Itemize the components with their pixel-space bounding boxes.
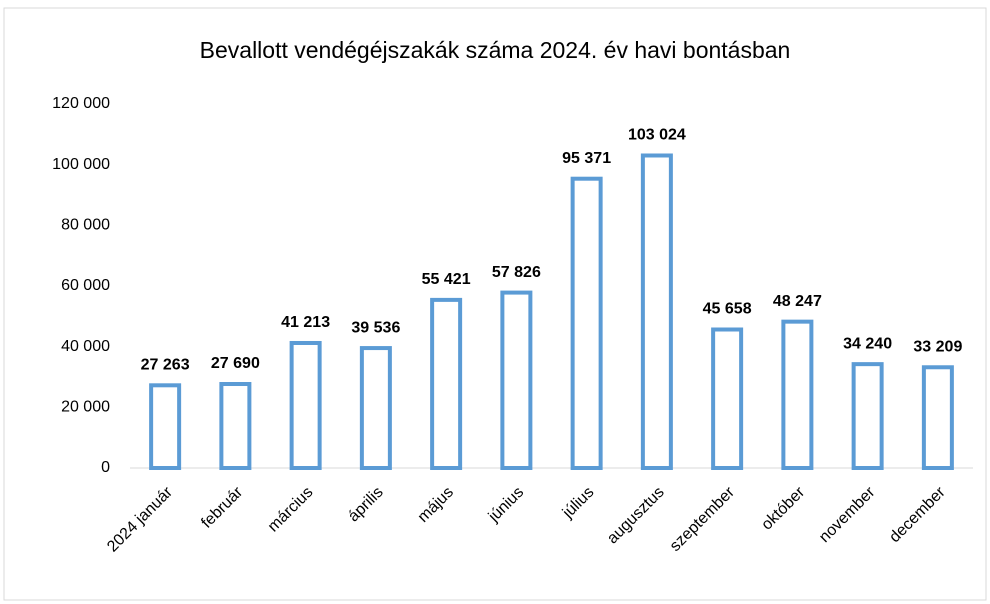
chart-title: Bevallott vendégéjszakák száma 2024. év … (200, 37, 791, 63)
value-label: 41 213 (281, 314, 330, 331)
chart-border (3, 7, 987, 601)
value-label: 27 263 (141, 357, 190, 374)
bar (430, 297, 463, 471)
bar (921, 365, 954, 470)
value-label: 103 024 (628, 127, 686, 144)
y-tick-label: 120 000 (52, 95, 110, 112)
bar (149, 383, 182, 471)
value-label: 27 690 (211, 355, 260, 372)
value-label: 95 371 (562, 150, 611, 167)
value-label: 57 826 (492, 264, 541, 281)
y-tick-label: 40 000 (61, 338, 110, 355)
y-tick-label: 80 000 (61, 217, 110, 234)
bar (359, 346, 392, 470)
value-label: 48 247 (773, 293, 822, 310)
bar (640, 153, 673, 470)
y-tick-label: 20 000 (61, 399, 110, 416)
y-tick-label: 60 000 (61, 277, 110, 294)
value-label: 45 658 (703, 301, 752, 318)
value-label: 33 209 (913, 338, 962, 355)
y-tick-label: 0 (101, 459, 110, 476)
bar (781, 319, 814, 470)
bar (289, 340, 322, 471)
value-label: 34 240 (843, 335, 892, 352)
y-tick-label: 100 000 (52, 156, 110, 173)
value-label: 39 536 (351, 319, 400, 336)
bar (219, 382, 252, 470)
bar (851, 362, 884, 471)
bar (500, 290, 533, 470)
bar (570, 176, 603, 470)
bar (711, 327, 744, 470)
value-label: 55 421 (422, 271, 471, 288)
